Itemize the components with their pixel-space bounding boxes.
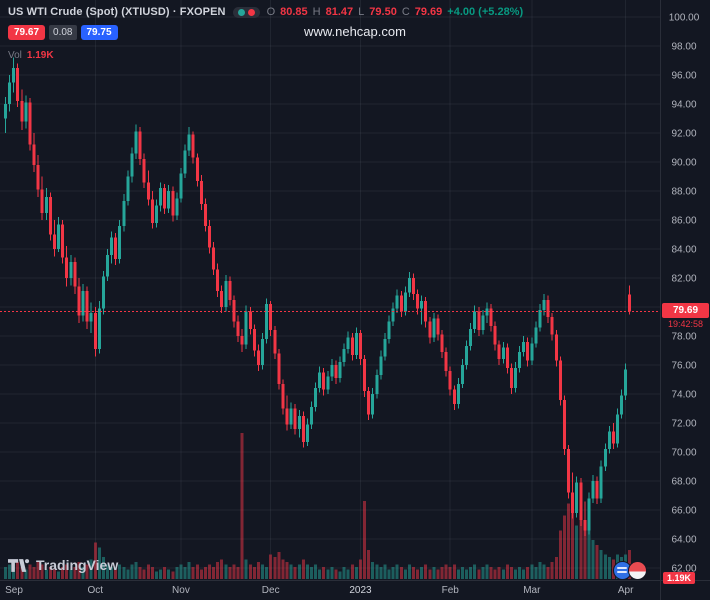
svg-text:Dec: Dec bbox=[262, 585, 280, 596]
svg-text:100.00: 100.00 bbox=[669, 13, 700, 24]
svg-text:88.00: 88.00 bbox=[671, 187, 696, 198]
high-value: 81.47 bbox=[325, 6, 354, 18]
open-label: O bbox=[266, 6, 276, 18]
low-value: 79.50 bbox=[369, 6, 397, 18]
tradingview-logo-icon bbox=[8, 558, 30, 572]
volume-legend: Vol 1.19K bbox=[8, 50, 54, 61]
volume-layer bbox=[4, 433, 632, 579]
sell-price-button[interactable]: 79.67 bbox=[8, 25, 46, 40]
svg-text:70.00: 70.00 bbox=[671, 448, 696, 459]
high-label: H bbox=[312, 6, 321, 18]
svg-text:64.00: 64.00 bbox=[671, 535, 696, 546]
svg-text:96.00: 96.00 bbox=[671, 71, 696, 82]
grid-layer bbox=[0, 0, 660, 579]
svg-text:66.00: 66.00 bbox=[671, 506, 696, 517]
svg-text:94.00: 94.00 bbox=[671, 100, 696, 111]
volume-value: 1.19K bbox=[26, 50, 54, 61]
buy-price-button[interactable]: 79.75 bbox=[80, 25, 118, 40]
volume-axis-badge: 1.19K bbox=[663, 572, 696, 584]
quote-row: 79.67 0.08 79.75 bbox=[8, 25, 118, 40]
watermark-text: www.nehcap.com bbox=[304, 24, 406, 39]
tradingview-logo[interactable]: TradingView bbox=[8, 557, 118, 573]
last-price-value: 79.69 bbox=[662, 303, 709, 319]
tradingview-logo-text: TradingView bbox=[36, 557, 119, 573]
svg-text:86.00: 86.00 bbox=[671, 216, 696, 227]
svg-text:92.00: 92.00 bbox=[671, 129, 696, 140]
svg-text:72.00: 72.00 bbox=[671, 419, 696, 430]
close-label: C bbox=[401, 6, 410, 18]
close-value: 79.69 bbox=[414, 6, 443, 18]
svg-text:74.00: 74.00 bbox=[671, 390, 696, 401]
svg-text:78.00: 78.00 bbox=[671, 332, 696, 343]
bar-countdown: 19:42:58 bbox=[667, 319, 704, 330]
svg-text:98.00: 98.00 bbox=[671, 42, 696, 53]
sell-dot-icon bbox=[247, 8, 255, 16]
svg-text:Oct: Oct bbox=[87, 585, 103, 596]
svg-text:62.00: 62.00 bbox=[671, 564, 696, 575]
svg-text:Mar: Mar bbox=[523, 585, 541, 596]
svg-text:68.00: 68.00 bbox=[671, 477, 696, 488]
svg-text:90.00: 90.00 bbox=[671, 158, 696, 169]
broker-badge[interactable] bbox=[613, 561, 647, 580]
legend-toggle-pill[interactable] bbox=[232, 6, 260, 18]
last-price-label: 79.69 19:42:58 bbox=[662, 303, 709, 329]
buy-dot-icon bbox=[237, 8, 245, 16]
svg-text:84.00: 84.00 bbox=[671, 245, 696, 256]
svg-text:Sep: Sep bbox=[5, 585, 23, 596]
ohlc-values: O 80.85 H 81.47 L 79.50 C 79.69 +4.00 (+5.28… bbox=[267, 6, 524, 18]
svg-text:82.00: 82.00 bbox=[671, 274, 696, 285]
svg-text:76.00: 76.00 bbox=[671, 361, 696, 372]
spread-value: 0.08 bbox=[49, 25, 77, 40]
change-value: +4.00 (+5.28%) bbox=[447, 6, 524, 18]
svg-text:2023: 2023 bbox=[349, 585, 372, 596]
svg-text:Apr: Apr bbox=[618, 585, 634, 596]
symbol-title[interactable]: US WTI Crude (Spot) (XTIUSD) · FXOPEN bbox=[8, 6, 226, 18]
volume-label: Vol bbox=[8, 50, 22, 61]
svg-text:Feb: Feb bbox=[442, 585, 460, 596]
low-label: L bbox=[358, 6, 365, 18]
svg-text:Nov: Nov bbox=[172, 585, 190, 596]
open-value: 80.85 bbox=[280, 6, 308, 18]
broker-red-icon bbox=[628, 561, 647, 580]
candle-layer bbox=[4, 57, 632, 537]
